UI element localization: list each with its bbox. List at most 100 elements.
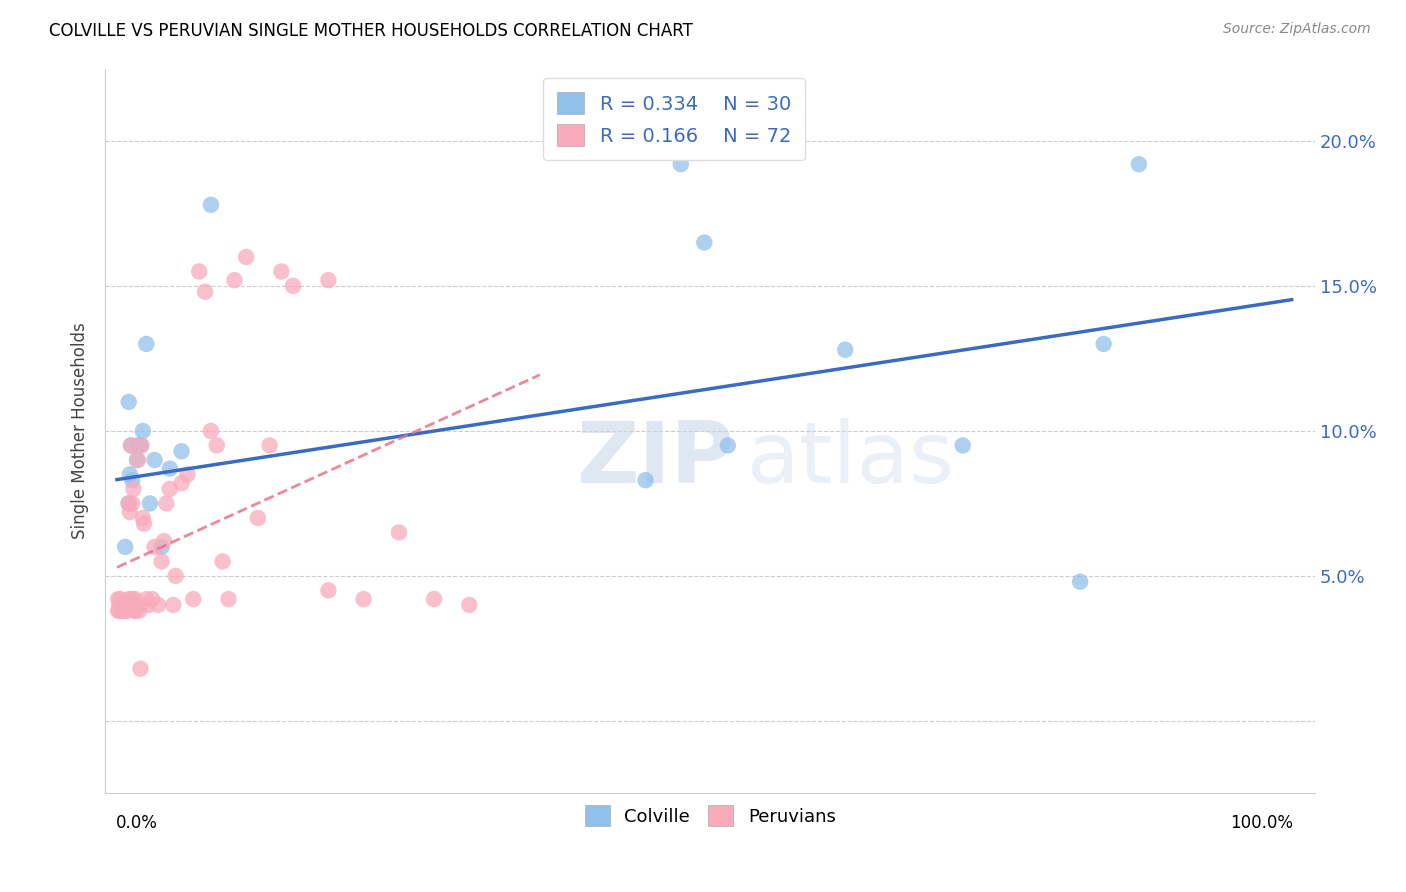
- Point: [124, 604, 146, 618]
- Point: [121, 496, 143, 510]
- Point: [159, 461, 181, 475]
- Point: [150, 540, 173, 554]
- Point: [127, 438, 149, 452]
- Point: [118, 496, 141, 510]
- Text: atlas: atlas: [747, 418, 955, 501]
- Point: [270, 264, 292, 278]
- Point: [159, 482, 181, 496]
- Text: COLVILLE VS PERUVIAN SINGLE MOTHER HOUSEHOLDS CORRELATION CHART: COLVILLE VS PERUVIAN SINGLE MOTHER HOUSE…: [49, 22, 693, 40]
- Point: [318, 583, 340, 598]
- Point: [121, 592, 143, 607]
- Point: [115, 604, 138, 618]
- Point: [194, 285, 217, 299]
- Point: [143, 540, 166, 554]
- Point: [141, 592, 163, 607]
- Point: [952, 438, 974, 452]
- Point: [129, 438, 152, 452]
- Point: [283, 279, 305, 293]
- Point: [1069, 574, 1091, 589]
- Point: [235, 250, 257, 264]
- Point: [165, 569, 187, 583]
- Point: [114, 598, 136, 612]
- Point: [669, 157, 692, 171]
- Point: [111, 604, 134, 618]
- Point: [108, 598, 131, 612]
- Point: [125, 598, 148, 612]
- Point: [129, 662, 152, 676]
- Point: [120, 438, 142, 452]
- Point: [388, 525, 411, 540]
- Point: [118, 505, 141, 519]
- Legend: Colville, Peruvians: Colville, Peruvians: [575, 797, 845, 835]
- Point: [128, 604, 150, 618]
- Point: [834, 343, 856, 357]
- Point: [122, 482, 145, 496]
- Point: [170, 444, 193, 458]
- Point: [138, 598, 160, 612]
- Point: [205, 438, 228, 452]
- Point: [200, 424, 222, 438]
- Point: [150, 554, 173, 568]
- Point: [155, 496, 177, 510]
- Point: [181, 592, 204, 607]
- Point: [117, 598, 139, 612]
- Point: [717, 438, 740, 452]
- Point: [353, 592, 375, 607]
- Point: [125, 453, 148, 467]
- Text: ZIP: ZIP: [576, 418, 734, 501]
- Point: [131, 438, 153, 452]
- Point: [122, 600, 145, 615]
- Point: [107, 604, 129, 618]
- Point: [120, 438, 142, 452]
- Point: [110, 592, 132, 607]
- Point: [218, 592, 240, 607]
- Point: [112, 598, 135, 612]
- Point: [132, 424, 155, 438]
- Point: [121, 473, 143, 487]
- Point: [176, 467, 198, 482]
- Point: [114, 600, 136, 615]
- Point: [634, 473, 657, 487]
- Point: [118, 598, 141, 612]
- Point: [246, 511, 269, 525]
- Point: [132, 516, 155, 531]
- Point: [423, 592, 446, 607]
- Text: 0.0%: 0.0%: [115, 814, 157, 831]
- Y-axis label: Single Mother Households: Single Mother Households: [72, 323, 89, 540]
- Point: [318, 273, 340, 287]
- Point: [111, 604, 134, 618]
- Point: [124, 598, 146, 612]
- Point: [153, 534, 176, 549]
- Point: [112, 604, 135, 618]
- Point: [129, 598, 152, 612]
- Point: [162, 598, 184, 612]
- Point: [224, 273, 246, 287]
- Point: [114, 540, 136, 554]
- Point: [211, 554, 233, 568]
- Point: [107, 592, 129, 607]
- Point: [111, 598, 134, 612]
- Point: [108, 604, 131, 618]
- Point: [125, 604, 148, 618]
- Point: [1092, 337, 1115, 351]
- Point: [135, 592, 157, 607]
- Point: [117, 604, 139, 618]
- Text: 100.0%: 100.0%: [1230, 814, 1292, 831]
- Point: [118, 395, 141, 409]
- Point: [146, 598, 169, 612]
- Point: [115, 598, 138, 612]
- Point: [111, 598, 134, 612]
- Point: [118, 598, 141, 612]
- Point: [118, 467, 141, 482]
- Point: [200, 198, 222, 212]
- Point: [139, 496, 162, 510]
- Point: [132, 511, 155, 525]
- Point: [458, 598, 481, 612]
- Point: [110, 604, 132, 618]
- Point: [188, 264, 211, 278]
- Point: [118, 592, 141, 607]
- Point: [124, 592, 146, 607]
- Point: [143, 453, 166, 467]
- Point: [111, 598, 134, 612]
- Point: [693, 235, 716, 250]
